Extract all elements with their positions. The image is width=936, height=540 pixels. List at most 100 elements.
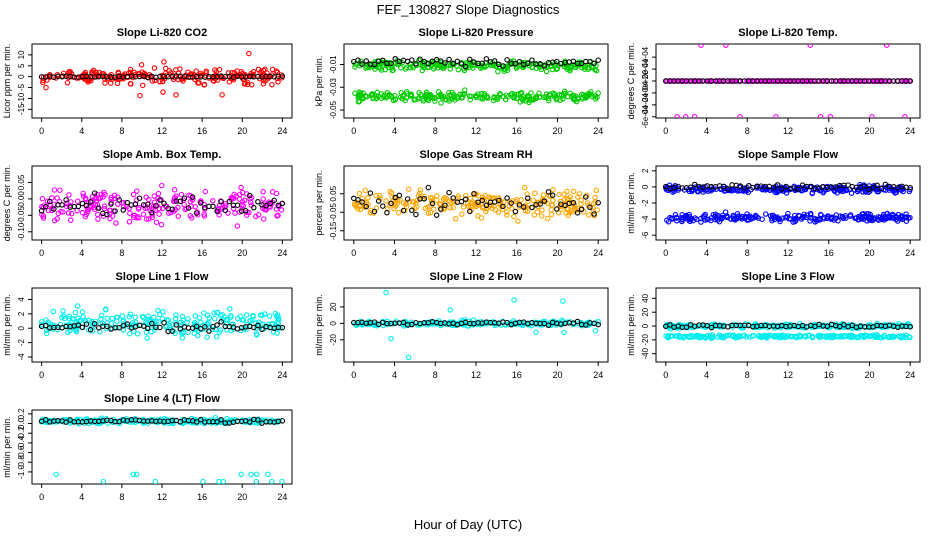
x-tick-label: 0 — [39, 248, 44, 258]
data-point — [672, 212, 679, 218]
data-point — [464, 200, 471, 207]
data-point — [742, 321, 749, 327]
data-point — [214, 322, 220, 328]
x-tick-label: 24 — [593, 370, 603, 380]
data-point — [112, 208, 118, 214]
data-point — [362, 187, 369, 194]
data-point — [160, 309, 166, 315]
x-tick-label: 8 — [433, 126, 438, 136]
data-point — [452, 216, 459, 222]
data-point — [570, 188, 577, 195]
data-point — [189, 194, 196, 200]
y-tick-label: 4e-04 — [641, 46, 650, 67]
data-point — [587, 204, 593, 211]
data-point — [228, 312, 234, 319]
data-point — [255, 199, 261, 205]
data-point — [901, 334, 907, 340]
data-point — [531, 212, 538, 218]
data-point — [403, 201, 409, 207]
data-point — [873, 331, 880, 338]
data-point — [51, 187, 58, 193]
x-tick-label: 8 — [433, 370, 438, 380]
data-point — [149, 209, 155, 216]
data-point — [55, 210, 62, 217]
data-point — [837, 323, 843, 330]
x-tick-label: 12 — [471, 248, 481, 258]
data-point — [64, 80, 71, 86]
data-point — [812, 323, 818, 330]
data-point — [173, 312, 179, 318]
panel-title: Slope Li-820 CO2 — [117, 27, 207, 39]
data-point — [773, 114, 779, 118]
data-point — [83, 195, 89, 202]
data-point — [63, 419, 69, 425]
data-point — [665, 334, 671, 340]
data-point — [508, 92, 514, 98]
panel-4: Slope Amb. Box Temp.0 4 8 12 16 20 240.050.00-… — [2, 149, 293, 258]
data-point — [424, 93, 430, 99]
data-point — [515, 91, 521, 97]
x-tick-label: 4 — [79, 370, 84, 380]
data-point — [417, 56, 423, 62]
data-point — [161, 200, 167, 207]
data-point — [593, 187, 600, 194]
x-tick-label: 8 — [745, 126, 750, 136]
data-point — [847, 332, 853, 339]
data-point — [556, 91, 563, 98]
points-group — [38, 182, 286, 229]
x-tick-label: 4 — [79, 248, 84, 258]
data-point — [274, 312, 281, 318]
data-point — [823, 333, 830, 339]
data-point — [907, 78, 913, 84]
y-tick-label: -6 — [641, 231, 650, 239]
data-point — [691, 114, 698, 118]
data-point — [803, 214, 809, 221]
data-point — [770, 184, 777, 191]
data-point — [96, 205, 102, 211]
data-point — [574, 210, 581, 216]
y-tick-label: -15 — [17, 103, 26, 115]
data-point — [446, 189, 452, 196]
x-tick-label: 0 — [663, 370, 668, 380]
data-point — [230, 205, 237, 212]
data-point — [692, 181, 698, 188]
data-point — [260, 81, 267, 87]
data-point — [417, 187, 424, 193]
x-tick-label: 20 — [237, 492, 247, 502]
data-point — [565, 212, 571, 219]
y-axis-label: degrees C per min. — [626, 43, 636, 120]
data-point — [91, 190, 98, 196]
data-point — [392, 194, 398, 201]
y-tick-label: -0.8 — [17, 455, 26, 469]
data-point — [266, 203, 272, 210]
data-point — [550, 197, 556, 204]
x-tick-label: 12 — [157, 248, 167, 258]
data-point — [400, 93, 406, 99]
data-point — [504, 57, 510, 63]
data-point — [108, 201, 114, 207]
data-point — [377, 192, 383, 199]
data-point — [455, 193, 461, 199]
data-point — [893, 213, 899, 219]
data-point — [669, 78, 675, 84]
data-point — [698, 219, 704, 225]
data-point — [275, 212, 281, 219]
data-point — [205, 319, 211, 326]
data-point — [253, 325, 260, 332]
data-point — [869, 114, 875, 118]
data-point — [907, 334, 913, 341]
data-point — [40, 79, 46, 86]
x-tick-label: 0 — [351, 248, 356, 258]
x-tick-label: 8 — [119, 370, 124, 380]
y-tick-label: -40 — [641, 347, 650, 359]
data-point — [60, 308, 66, 314]
data-point — [409, 207, 415, 214]
data-point — [694, 188, 701, 195]
data-point — [68, 210, 75, 217]
data-point — [143, 216, 150, 222]
data-point — [470, 65, 476, 71]
data-point — [725, 186, 731, 192]
data-point — [538, 213, 545, 219]
data-point — [707, 332, 713, 339]
x-tick-label: 8 — [433, 248, 438, 258]
